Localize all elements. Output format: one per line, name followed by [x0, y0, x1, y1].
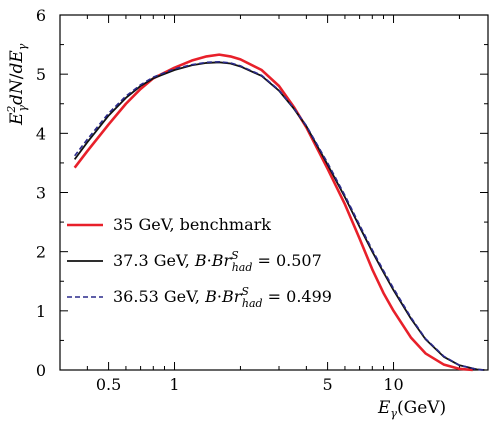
y-tick-label: 5: [36, 65, 46, 84]
series-36-53-line: [74, 60, 485, 371]
y-axis-label: E2γdN/dEγ: [5, 43, 29, 126]
y-tick-label: 2: [36, 243, 46, 262]
x-tick-label: 5: [323, 375, 333, 394]
y-tick-label: 3: [36, 184, 46, 203]
y-tick-label: 6: [36, 6, 46, 25]
series-layer: [73, 53, 485, 372]
plot-frame: [59, 14, 489, 371]
x-tick-label: 10: [383, 375, 403, 394]
y-tick-label: 4: [36, 124, 46, 143]
x-tick-label: 0.5: [96, 375, 121, 394]
legend: 35 GeV, benchmark 37.3 GeV, B·BrS had = 0.…: [67, 215, 332, 310]
ticks-layer: 0.5 1 5 10 0 1 2 3 4 5 6: [36, 6, 488, 394]
x-tick-label: 1: [169, 375, 179, 394]
series-benchmark-line: [73, 53, 473, 372]
x-axis-label: Eγ(GeV): [377, 398, 446, 420]
legend-benchmark-label: 35 GeV, benchmark: [113, 215, 271, 234]
y-tick-label: 0: [36, 361, 46, 380]
legend-37-3-label: 37.3 GeV, B·BrS had = 0.507: [113, 249, 322, 274]
y-tick-label: 1: [36, 302, 46, 321]
legend-36-53-label: 36.53 GeV, B·BrS had = 0.499: [113, 285, 332, 310]
